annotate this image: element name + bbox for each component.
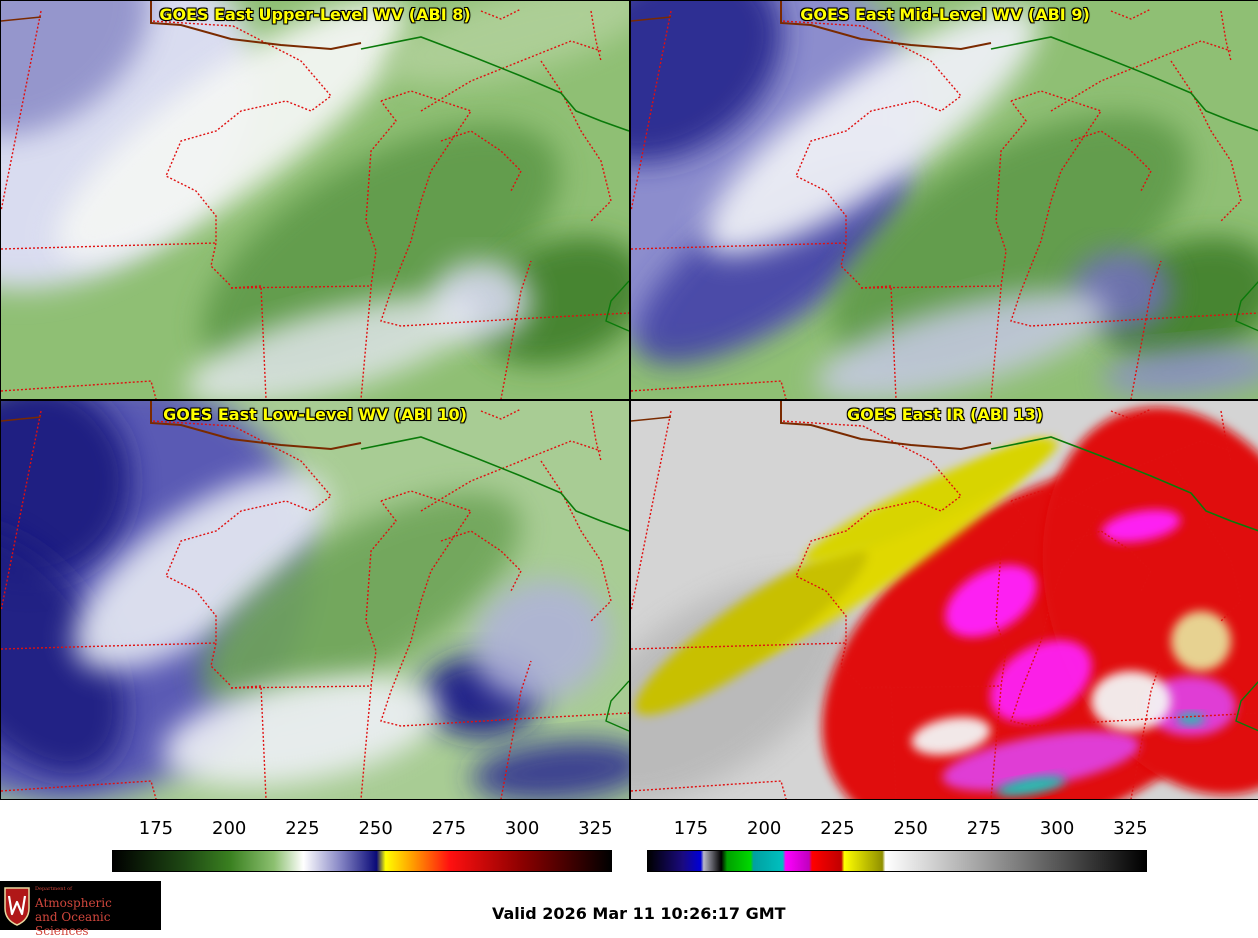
colorbar-tick: 200 bbox=[746, 818, 782, 839]
low-level-wv-panel: GOES East Low-Level WV (ABI 10) bbox=[0, 400, 630, 800]
colorbar-gradient bbox=[112, 850, 612, 872]
colorbar-tick: 250 bbox=[358, 818, 393, 839]
colorbar-tick: 175 bbox=[138, 818, 174, 839]
colorbar-tick: 275 bbox=[966, 818, 1002, 839]
colorbar-ticks: 175 200 225 250 275 300 325 bbox=[647, 818, 1148, 842]
colorbar-tick: 300 bbox=[504, 818, 540, 839]
colorbar-tick: 200 bbox=[211, 818, 247, 839]
colorbar-ticks: 175 200 225 250 275 300 325 bbox=[112, 818, 613, 842]
colorbar-tick: 225 bbox=[820, 818, 855, 839]
colorbar-tick: 275 bbox=[431, 818, 467, 839]
satellite-image bbox=[1, 401, 629, 799]
valid-time: Valid 2026 Mar 11 10:26:17 GMT bbox=[492, 904, 786, 923]
colorbar-tick: 250 bbox=[893, 818, 928, 839]
mid-level-wv-panel: GOES East Mid-Level WV (ABI 9) bbox=[630, 0, 1258, 400]
colorbar-tick: 225 bbox=[285, 818, 320, 839]
satellite-image bbox=[1, 1, 629, 399]
ir-colorbar: 175 200 225 250 275 300 325 bbox=[647, 808, 1148, 874]
colorbar-tick: 325 bbox=[578, 818, 613, 839]
aos-logo: Department of Atmospheric and Oceanic Sc… bbox=[0, 881, 161, 938]
colorbar-tick: 300 bbox=[1039, 818, 1075, 839]
satellite-image bbox=[631, 1, 1258, 399]
satellite-image bbox=[631, 401, 1258, 799]
colorbar-gradient bbox=[647, 850, 1147, 872]
colorbar-tick: 175 bbox=[673, 818, 709, 839]
uw-crest-icon bbox=[4, 887, 30, 926]
colorbar-tick: 325 bbox=[1113, 818, 1148, 839]
logo-line-1: Atmospheric bbox=[35, 896, 112, 910]
ir-panel: GOES East IR (ABI 13) bbox=[630, 400, 1258, 800]
logo-line-2: and Oceanic Sciences bbox=[35, 910, 111, 938]
logo-department: Department of bbox=[35, 886, 72, 892]
wv-colorbar: 175 200 225 250 275 300 325 bbox=[112, 808, 613, 874]
upper-level-wv-panel: GOES East Upper-Level WV (ABI 8) bbox=[0, 0, 630, 400]
